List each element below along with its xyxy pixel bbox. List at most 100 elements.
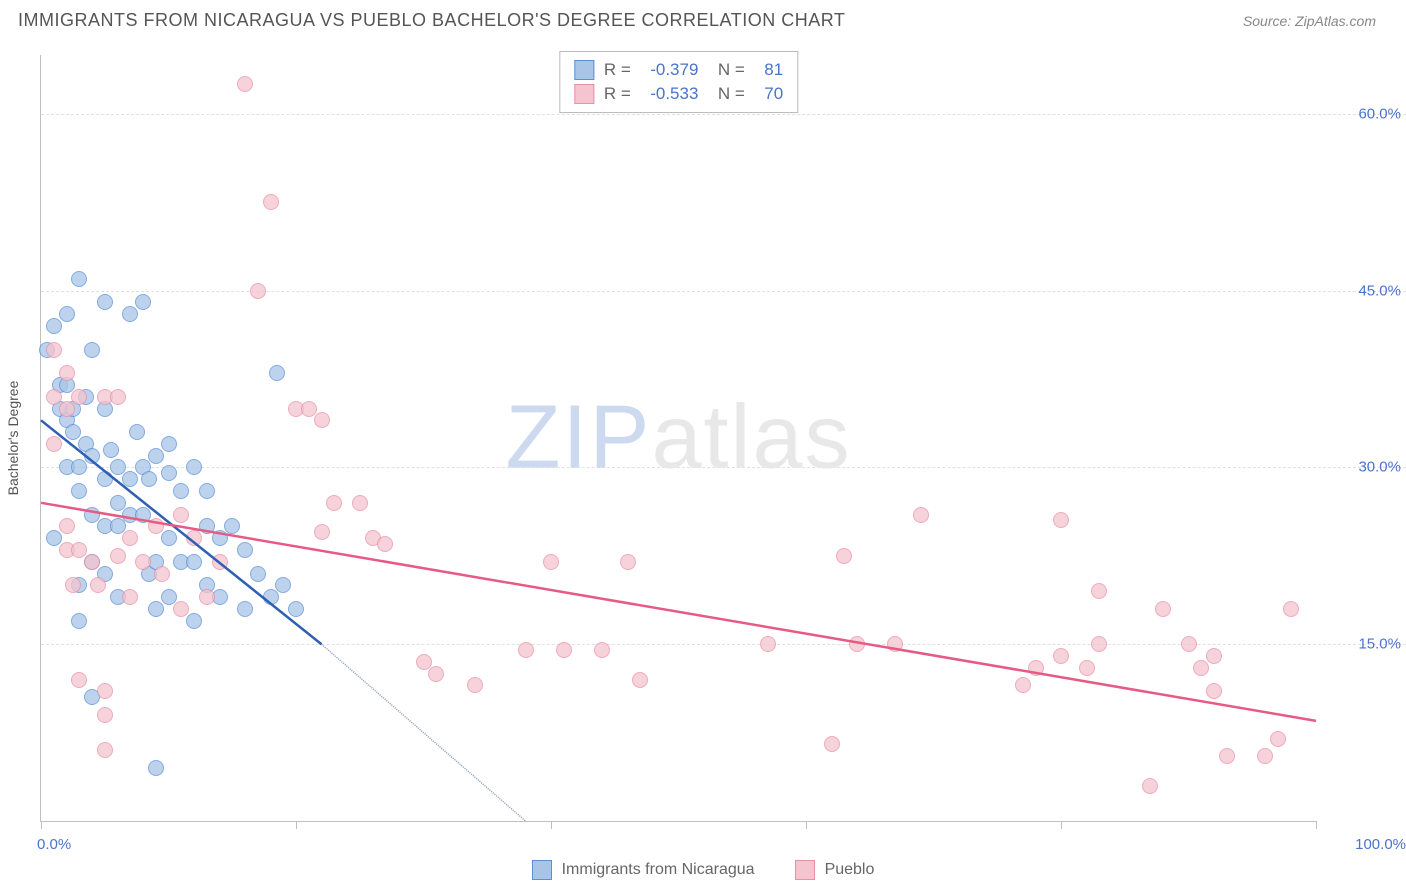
scatter-point-pink: [543, 554, 559, 570]
scatter-point-pink: [250, 283, 266, 299]
scatter-point-pink: [1270, 731, 1286, 747]
scatter-point-blue: [110, 459, 126, 475]
legend-label-pink: Pueblo: [825, 861, 875, 879]
scatter-point-pink: [59, 401, 75, 417]
x-tick: [1316, 821, 1317, 829]
scatter-point-blue: [173, 483, 189, 499]
swatch-pink: [574, 84, 594, 104]
scatter-point-pink: [110, 548, 126, 564]
scatter-point-blue: [161, 530, 177, 546]
scatter-point-pink: [154, 566, 170, 582]
stats-row-blue: R = -0.379 N = 81: [574, 58, 783, 82]
scatter-point-blue: [97, 294, 113, 310]
scatter-point-pink: [428, 666, 444, 682]
scatter-point-pink: [1079, 660, 1095, 676]
scatter-point-blue: [148, 601, 164, 617]
scatter-point-blue: [161, 589, 177, 605]
scatter-point-blue: [135, 294, 151, 310]
scatter-point-pink: [173, 601, 189, 617]
scatter-point-blue: [199, 483, 215, 499]
y-tick-label: 45.0%: [1358, 282, 1401, 299]
scatter-point-pink: [90, 577, 106, 593]
correlation-stats-box: R = -0.379 N = 81 R = -0.533 N = 70: [559, 51, 798, 113]
scatter-point-pink: [263, 194, 279, 210]
scatter-point-pink: [59, 518, 75, 534]
scatter-point-blue: [199, 518, 215, 534]
scatter-point-blue: [71, 613, 87, 629]
scatter-point-pink: [1219, 748, 1235, 764]
scatter-point-blue: [129, 424, 145, 440]
scatter-point-blue: [46, 318, 62, 334]
scatter-point-pink: [760, 636, 776, 652]
scatter-point-pink: [314, 412, 330, 428]
gridline: [41, 467, 1406, 468]
stats-row-pink: R = -0.533 N = 70: [574, 82, 783, 106]
chart-area: ZIPatlas Bachelor's Degree 15.0%30.0%45.…: [40, 55, 1316, 822]
y-axis-title: Bachelor's Degree: [5, 381, 21, 496]
scatter-point-blue: [71, 271, 87, 287]
scatter-point-blue: [97, 471, 113, 487]
scatter-point-blue: [161, 436, 177, 452]
scatter-point-blue: [161, 465, 177, 481]
scatter-point-pink: [326, 495, 342, 511]
scatter-point-pink: [46, 342, 62, 358]
header: IMMIGRANTS FROM NICARAGUA VS PUEBLO BACH…: [0, 0, 1406, 39]
scatter-point-pink: [1053, 512, 1069, 528]
scatter-point-pink: [71, 672, 87, 688]
scatter-point-pink: [1257, 748, 1273, 764]
scatter-point-blue: [186, 554, 202, 570]
scatter-point-blue: [135, 507, 151, 523]
scatter-point-blue: [237, 542, 253, 558]
scatter-point-pink: [1206, 683, 1222, 699]
scatter-point-pink: [59, 365, 75, 381]
scatter-point-blue: [110, 518, 126, 534]
scatter-point-blue: [84, 507, 100, 523]
scatter-point-pink: [84, 554, 100, 570]
scatter-point-pink: [887, 636, 903, 652]
scatter-point-blue: [122, 471, 138, 487]
scatter-point-pink: [1181, 636, 1197, 652]
gridline: [41, 291, 1406, 292]
scatter-point-pink: [620, 554, 636, 570]
x-axis-min-label: 0.0%: [37, 836, 71, 853]
scatter-point-pink: [824, 736, 840, 752]
scatter-point-pink: [199, 589, 215, 605]
scatter-point-pink: [301, 401, 317, 417]
y-tick-label: 30.0%: [1358, 459, 1401, 476]
x-axis-max-label: 100.0%: [1355, 836, 1406, 853]
scatter-point-pink: [122, 530, 138, 546]
scatter-point-pink: [594, 642, 610, 658]
scatter-point-blue: [288, 601, 304, 617]
scatter-point-pink: [46, 389, 62, 405]
x-tick: [1061, 821, 1062, 829]
chart-title: IMMIGRANTS FROM NICARAGUA VS PUEBLO BACH…: [18, 10, 845, 31]
scatter-point-pink: [518, 642, 534, 658]
scatter-point-pink: [71, 542, 87, 558]
scatter-point-pink: [1155, 601, 1171, 617]
gridline: [41, 644, 1406, 645]
scatter-point-blue: [250, 566, 266, 582]
scatter-point-blue: [65, 424, 81, 440]
scatter-point-pink: [173, 507, 189, 523]
x-tick: [806, 821, 807, 829]
scatter-point-pink: [1142, 778, 1158, 794]
scatter-point-pink: [1015, 677, 1031, 693]
scatter-point-pink: [122, 589, 138, 605]
legend-swatch-pink: [795, 860, 815, 880]
x-tick: [296, 821, 297, 829]
scatter-point-blue: [84, 448, 100, 464]
scatter-point-pink: [237, 76, 253, 92]
scatter-point-blue: [275, 577, 291, 593]
scatter-point-pink: [377, 536, 393, 552]
y-tick-label: 60.0%: [1358, 105, 1401, 122]
scatter-point-pink: [186, 530, 202, 546]
scatter-point-pink: [135, 554, 151, 570]
scatter-point-pink: [467, 677, 483, 693]
swatch-blue: [574, 60, 594, 80]
y-tick-label: 15.0%: [1358, 636, 1401, 653]
scatter-point-pink: [46, 436, 62, 452]
x-tick: [41, 821, 42, 829]
scatter-point-blue: [84, 342, 100, 358]
scatter-point-pink: [97, 707, 113, 723]
scatter-point-blue: [148, 760, 164, 776]
